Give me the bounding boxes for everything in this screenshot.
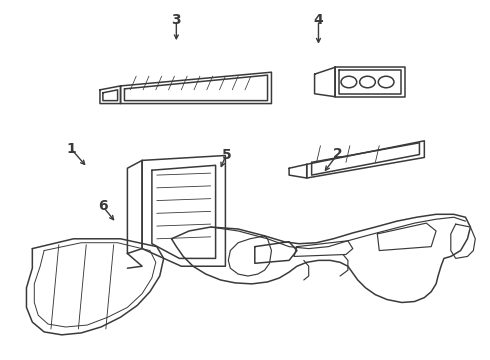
Text: 6: 6 (98, 199, 108, 213)
Text: 3: 3 (172, 13, 181, 27)
Text: 5: 5 (221, 148, 231, 162)
Text: 4: 4 (314, 13, 323, 27)
Text: 1: 1 (66, 142, 76, 156)
Text: 2: 2 (333, 147, 343, 161)
